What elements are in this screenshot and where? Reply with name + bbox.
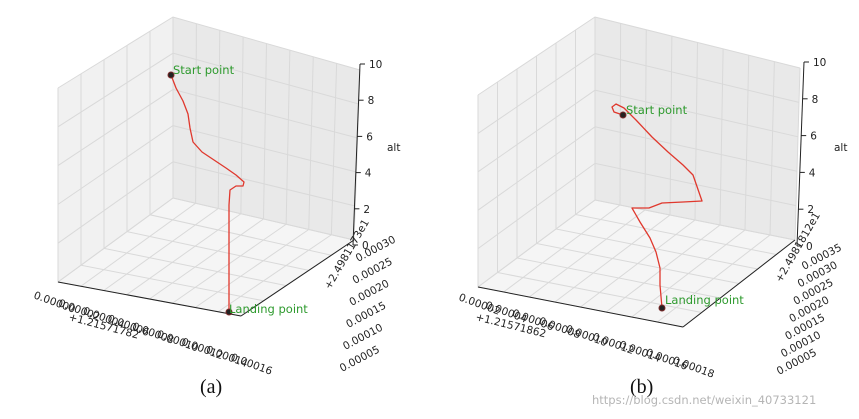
y-gridline xyxy=(497,82,702,313)
y-axis-line xyxy=(682,239,796,328)
start-point-label: Start point xyxy=(626,103,688,117)
y-axis-line xyxy=(240,239,355,317)
x-axis-line xyxy=(57,281,242,317)
z-tick-label: 10 xyxy=(813,57,826,69)
plot-a: 0246810alt0.000000.000020.000040.000060.… xyxy=(32,16,400,378)
y-gridline xyxy=(555,43,758,270)
z-tick-label: 6 xyxy=(810,131,817,143)
z-tick-label: 2 xyxy=(363,204,370,216)
y-gridline xyxy=(575,30,777,255)
x-axis-line xyxy=(477,286,684,328)
z-tick-label: 8 xyxy=(812,94,819,106)
z-axis-line xyxy=(352,63,361,246)
z-tick-label: 6 xyxy=(366,131,373,143)
landing-point-label: Landing point xyxy=(229,302,308,316)
z-axis-line xyxy=(796,61,805,247)
z-tick-label: 0 xyxy=(362,240,369,252)
y-gridline xyxy=(149,31,332,256)
z-tick-label: 10 xyxy=(369,59,382,71)
z-tick-label: 8 xyxy=(368,95,375,107)
caption-b: (b) xyxy=(630,376,654,398)
y-gridline xyxy=(126,45,309,271)
z-axis-title: alt xyxy=(387,142,400,154)
watermark-text: https://blog.csdn.net/weixin_40733121 xyxy=(592,393,817,407)
y-gridline xyxy=(103,59,287,287)
trajectory-marker xyxy=(619,111,627,119)
plot-b: 0246810alt0.000020.000040.000060.000080.… xyxy=(457,16,847,381)
trajectory-marker xyxy=(167,71,175,79)
z-tick-label: 0 xyxy=(806,241,813,253)
trajectory-line xyxy=(611,103,703,309)
z-tick-label: 4 xyxy=(365,168,372,180)
start-point-label: Start point xyxy=(173,63,235,77)
z-tick-label: 2 xyxy=(807,204,814,216)
floor-pane xyxy=(58,198,354,316)
caption-a: (a) xyxy=(200,376,223,398)
y-gridline xyxy=(516,69,721,299)
z-axis-title: alt xyxy=(834,142,847,154)
x-tick-label: 0.00016 xyxy=(229,352,274,378)
trajectory-marker xyxy=(658,304,666,312)
landing-point-label: Landing point xyxy=(665,293,744,307)
y-gridline xyxy=(80,73,264,302)
trajectory-line xyxy=(170,74,245,312)
y-gridline xyxy=(536,56,740,284)
y-gridline xyxy=(594,17,796,241)
trajectory-marker xyxy=(225,308,233,316)
z-tick-label: 4 xyxy=(809,167,816,179)
left-pane xyxy=(58,17,173,282)
x-tick-label: 0.00018 xyxy=(671,355,716,381)
